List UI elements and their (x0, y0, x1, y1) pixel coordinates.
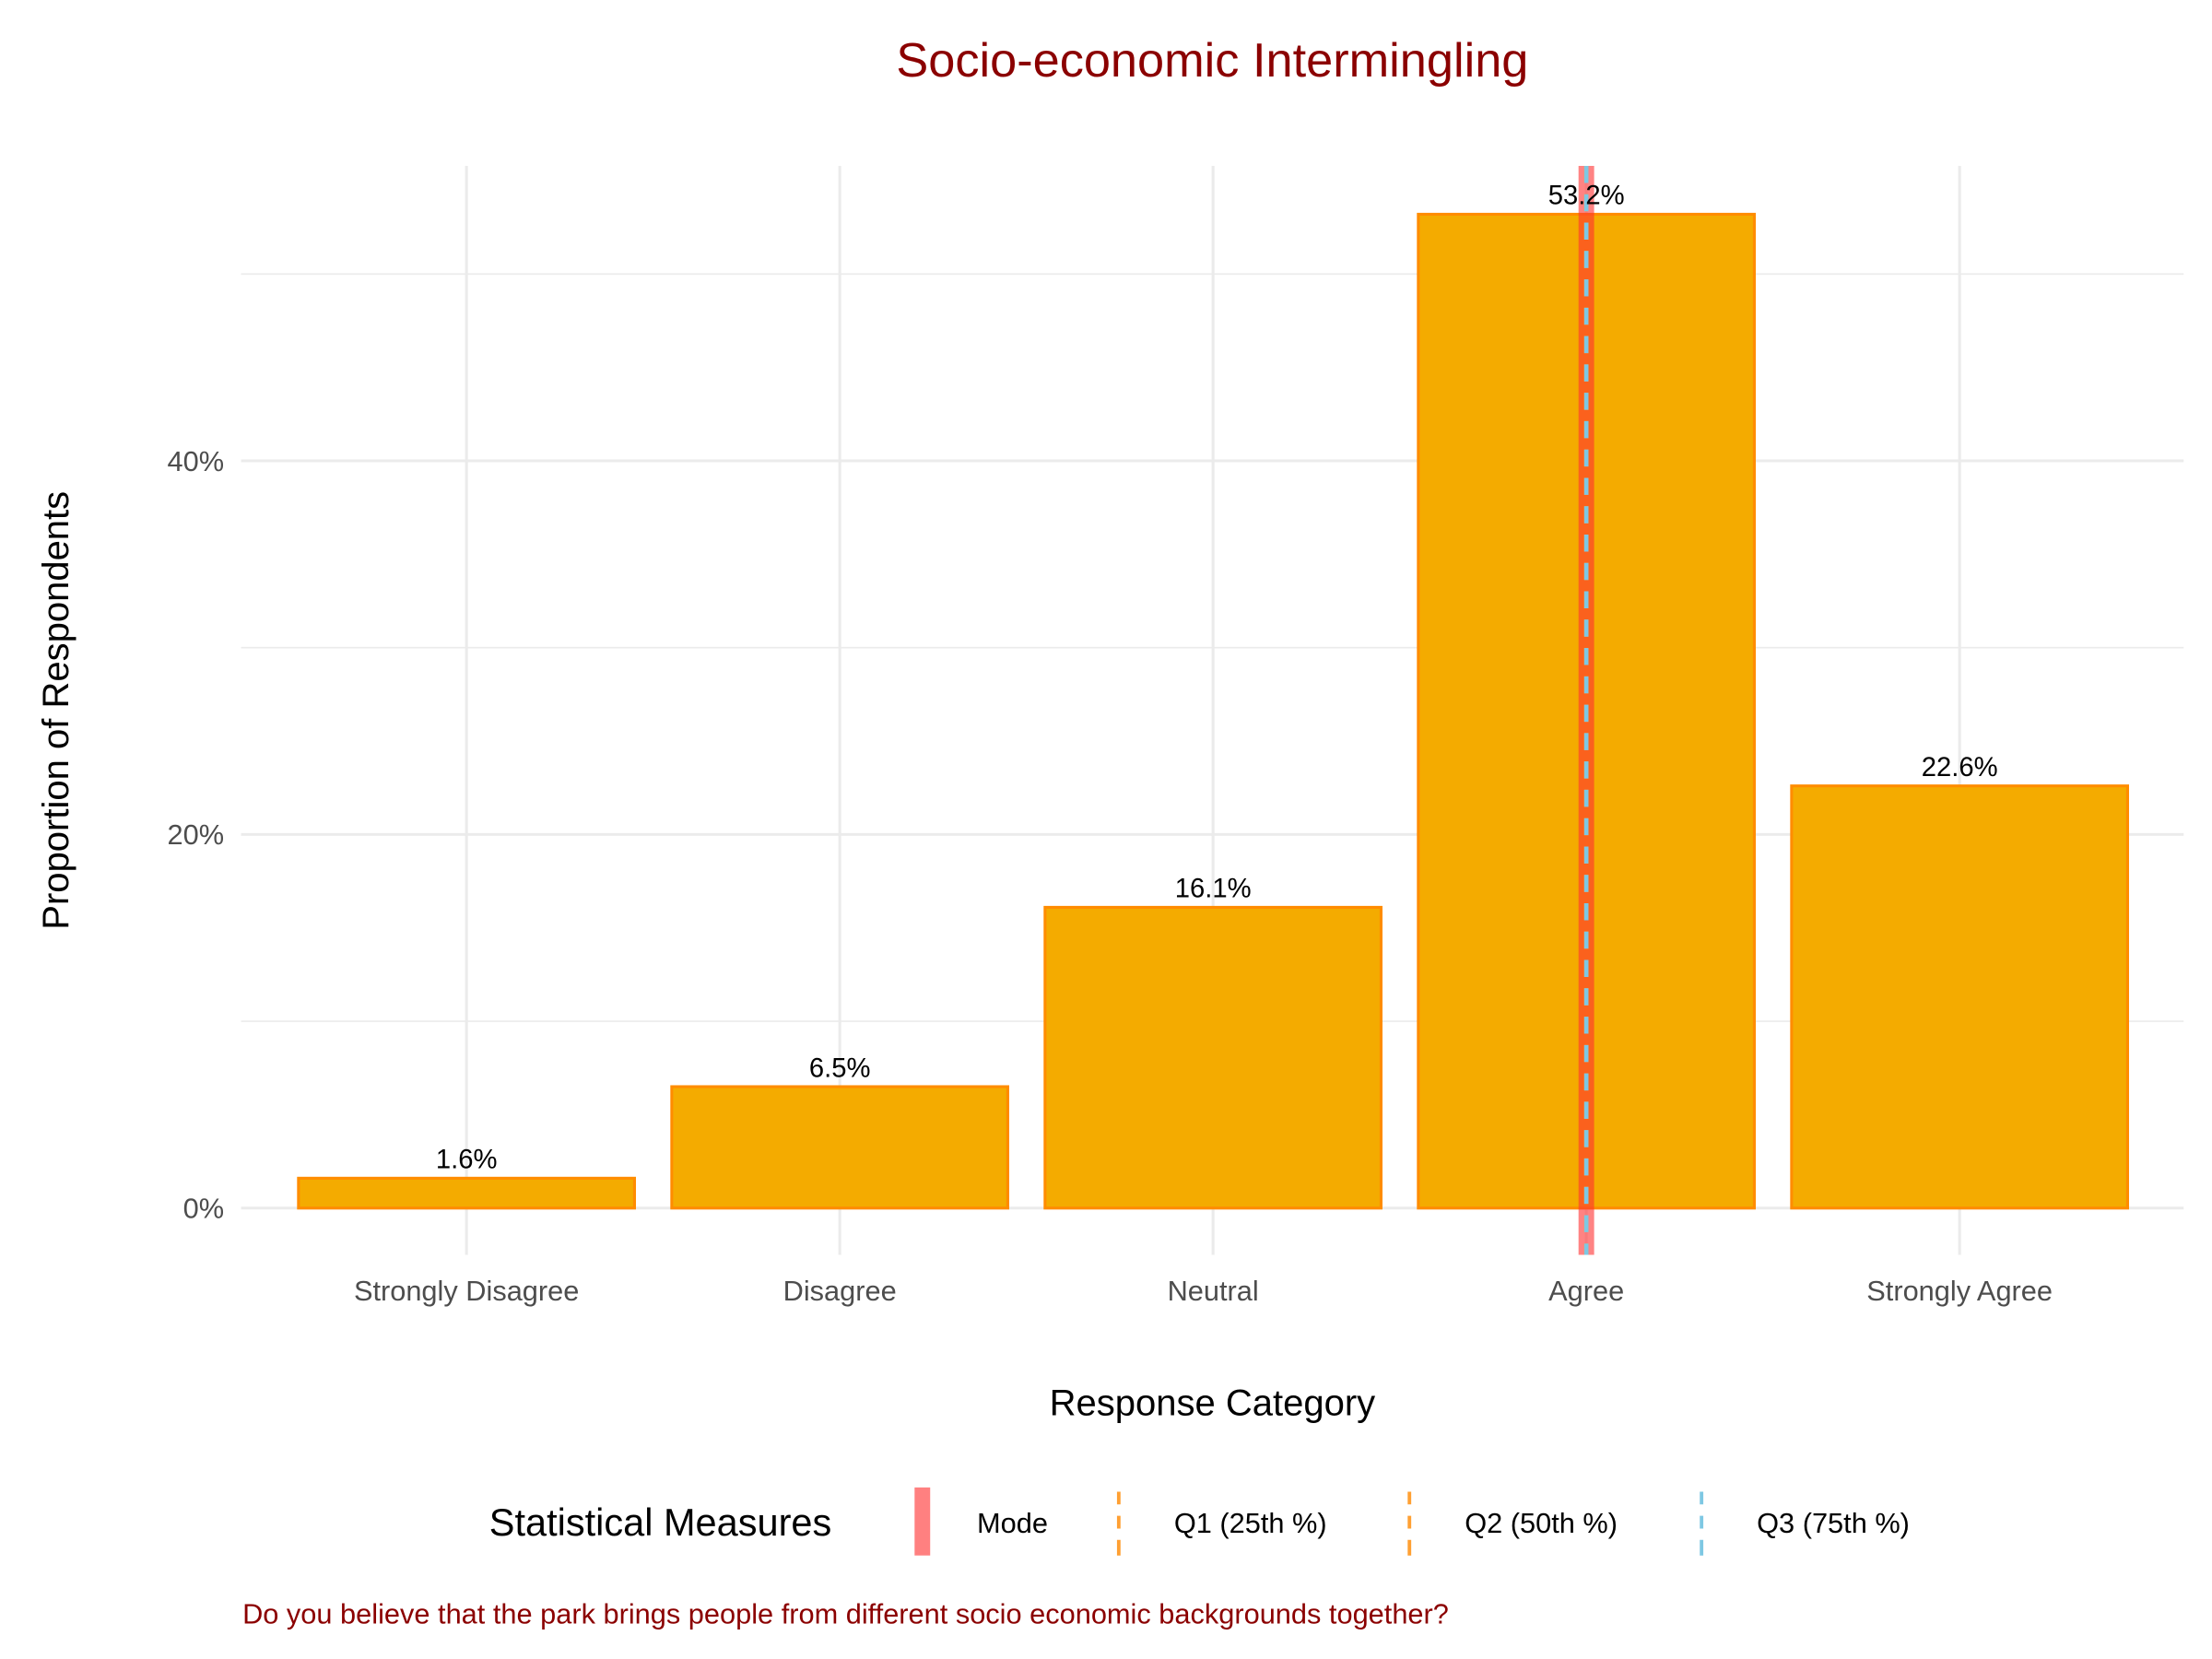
data-label: 6.5% (809, 1053, 871, 1083)
legend-label: Q1 (25th %) (1174, 1507, 1327, 1539)
y-axis-ticks: 0% 20% 40% (168, 445, 225, 1225)
x-tick-label: Disagree (783, 1275, 897, 1307)
x-tick-label: Strongly Agree (1866, 1275, 2053, 1307)
bar-disagree (670, 1085, 1009, 1210)
legend-label: Q2 (50th %) (1465, 1507, 1618, 1539)
x-axis-ticks: Strongly Disagree Disagree Neutral Agree Str… (354, 1275, 2053, 1307)
data-label: 22.6% (1922, 753, 1998, 782)
y-tick-label: 40% (168, 445, 225, 477)
legend: Statistical Measures Mode Q1 (25th %) Q2 (… (489, 1487, 1910, 1556)
data-label: 53.2% (1548, 182, 1625, 211)
bar-strongly-disagree (297, 1176, 636, 1210)
x-tick-label: Strongly Disagree (354, 1275, 579, 1307)
bar-neutral (1043, 905, 1382, 1210)
bars (297, 212, 2129, 1210)
x-tick-label: Agree (1548, 1275, 1624, 1307)
legend-key-mode (914, 1487, 931, 1556)
x-tick-label: Neutral (1168, 1275, 1259, 1307)
y-tick-label: 20% (168, 818, 225, 851)
legend-label: Mode (977, 1507, 1048, 1539)
legend-label: Q3 (75th %) (1757, 1507, 1910, 1539)
legend-title: Statistical Measures (489, 1500, 831, 1544)
data-label: 16.1% (1175, 875, 1252, 904)
caption: Do you believe that the park brings peop… (242, 1598, 1449, 1630)
data-label: 1.6% (436, 1146, 498, 1175)
y-tick-label: 0% (183, 1193, 224, 1225)
bar-strongly-agree (1790, 784, 2129, 1210)
data-labels: 1.6% 6.5% 16.1% 53.2% 22.6% (436, 182, 1998, 1175)
y-axis-label: Proportion of Respondents (36, 491, 76, 930)
x-axis-label: Response Category (1050, 1382, 1376, 1423)
chart-title: Socio-economic Intermingling (896, 34, 1528, 88)
